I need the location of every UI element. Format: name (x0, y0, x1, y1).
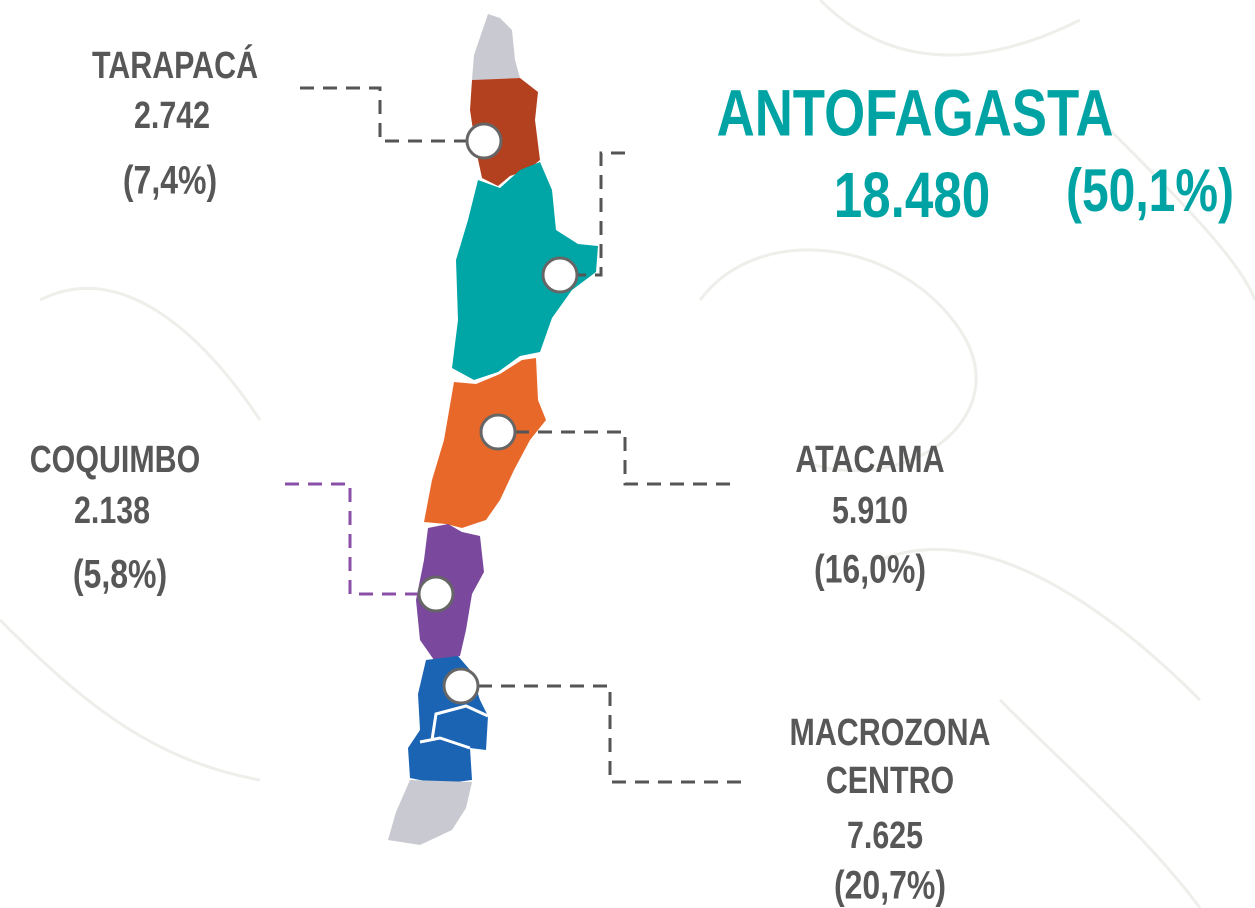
region-share: (20,7%) (834, 862, 946, 907)
region-value: 18.480 (834, 161, 991, 232)
marker-macrozona-centro (442, 667, 480, 705)
region-markers (417, 122, 579, 705)
region-name: ANTOFAGASTA (717, 76, 1114, 150)
region-value: 7.625 (847, 815, 923, 857)
leader-atacama (515, 430, 730, 486)
leader-antofagasta (578, 151, 625, 277)
region-antofagasta (452, 162, 598, 380)
leader-macrozona-centro (478, 684, 745, 784)
region-south-grey (388, 780, 472, 845)
region-centro-divider (419, 704, 489, 750)
leader-coquimbo (285, 482, 419, 596)
leader-lines (285, 86, 745, 784)
region-share: (16,0%) (814, 546, 926, 591)
leader-tarapaca (300, 86, 466, 143)
marker-antofagasta (541, 256, 579, 294)
marker-tarapaca (465, 122, 503, 160)
marker-coquimbo (417, 575, 455, 613)
region-name: TARAPACÁ (92, 43, 258, 87)
region-share: (50,1%) (1066, 157, 1234, 224)
labels: TARAPACÁ 2.742 (7,4%) ANTOFAGASTA 18.480 (50,… (30, 43, 1234, 908)
region-name: MACROZONA CENTRO (790, 712, 991, 802)
region-name: COQUIMBO (30, 439, 201, 481)
region-value: 5.910 (832, 490, 908, 532)
region-value: 2.742 (134, 95, 210, 137)
region-name: ATACAMA (795, 439, 944, 481)
region-value: 2.138 (74, 490, 150, 532)
region-north-grey (472, 14, 520, 80)
region-share: (5,8%) (73, 551, 167, 596)
marker-atacama (479, 413, 517, 451)
region-share: (7,4%) (123, 157, 217, 202)
